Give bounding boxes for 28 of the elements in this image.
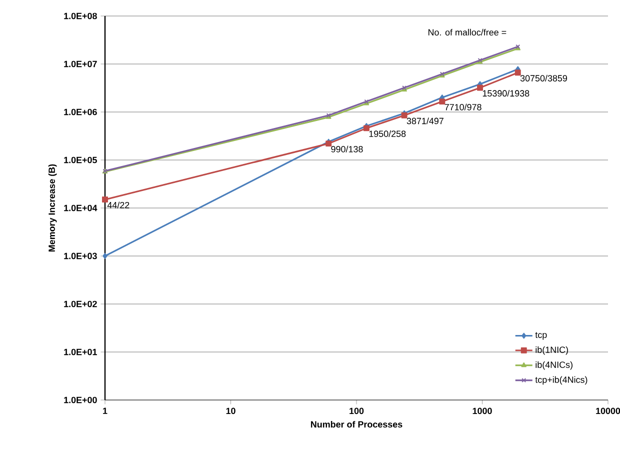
legend-label: tcp+ib(4Nics)	[535, 376, 588, 385]
y-tick-label: 1.0E+05	[64, 156, 97, 164]
x-tick-label: 1	[103, 408, 108, 414]
x-tick-label: 100	[350, 408, 364, 414]
legend-label: ib(4NICs)	[536, 361, 572, 370]
annotation: 3871/497	[406, 118, 444, 124]
annotation: 15390/1938	[482, 90, 530, 97]
x-tick-label: 10	[226, 408, 236, 414]
annotation: 990/138	[331, 146, 363, 152]
x-axis-title: Number of Processes	[311, 420, 402, 428]
annotation: 30750/3859	[520, 74, 567, 82]
annotation: 1950/258	[369, 130, 406, 137]
y-tick-label: 1.0E+03	[64, 252, 97, 260]
legend-label: ib(1NIC)	[536, 346, 568, 355]
y-tick-label: 1.0E+04	[64, 204, 98, 212]
legend-label: tcp	[535, 332, 547, 340]
y-tick-label: 1.0E+00	[64, 396, 97, 404]
annotation: 44/22	[107, 202, 130, 208]
x-tick-label: 10000	[596, 408, 620, 414]
y-tick-label: 1.0E+07	[64, 60, 97, 68]
annotation: 7710/978	[444, 104, 482, 110]
y-axis-title: Memory Increase (B)	[48, 164, 57, 252]
y-tick-label: 1.0E+06	[64, 108, 97, 116]
x-tick-label: 1000	[472, 408, 492, 414]
y-tick-label: 1.0E+08	[64, 12, 97, 20]
y-tick-label: 1.0E+01	[64, 348, 97, 356]
y-tick-label: 1.0E+02	[64, 300, 97, 308]
annotation: No. of malloc/free =	[428, 28, 506, 36]
